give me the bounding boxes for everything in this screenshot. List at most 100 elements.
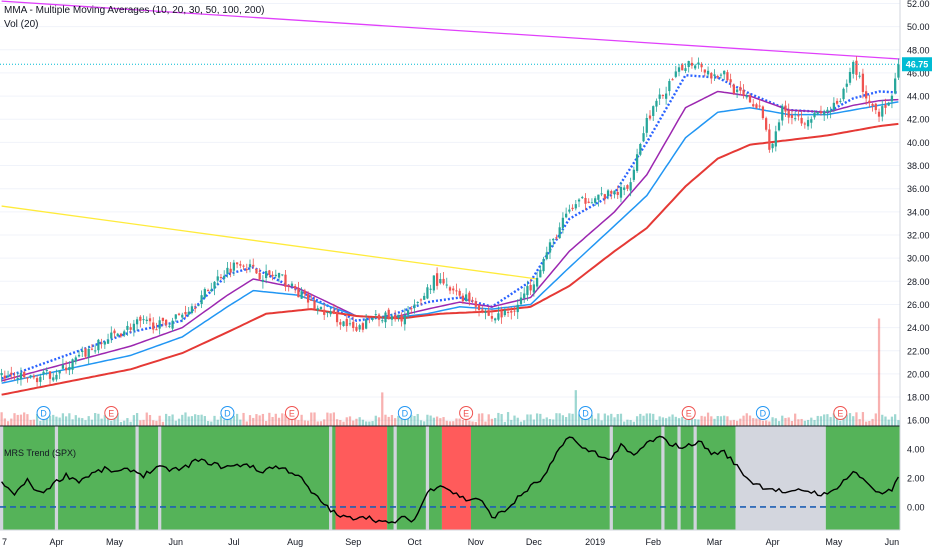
candle bbox=[781, 103, 784, 126]
candle-body bbox=[539, 269, 542, 278]
candle bbox=[487, 306, 490, 317]
candle-body bbox=[874, 103, 877, 111]
candle bbox=[213, 281, 216, 296]
candle bbox=[648, 110, 652, 121]
event-marker-circle bbox=[397, 406, 412, 420]
candle bbox=[613, 190, 616, 199]
candle bbox=[719, 73, 723, 79]
volume-bar bbox=[106, 413, 110, 426]
candle bbox=[348, 318, 352, 327]
volume-bar bbox=[300, 414, 303, 426]
volume-bar bbox=[726, 416, 729, 426]
candle bbox=[255, 268, 258, 275]
volume-bar bbox=[277, 417, 281, 426]
candle-body bbox=[861, 73, 865, 92]
candle bbox=[365, 313, 368, 330]
volume-bar bbox=[461, 419, 465, 426]
candle-body bbox=[313, 300, 316, 309]
candle bbox=[277, 272, 281, 283]
trend-pane-label[interactable]: MRS Trend (SPX) bbox=[4, 448, 77, 458]
candle bbox=[110, 326, 113, 343]
candle bbox=[84, 347, 87, 359]
candle-body bbox=[497, 313, 500, 320]
candle-body bbox=[310, 299, 313, 301]
volume-bar bbox=[145, 412, 148, 426]
candle bbox=[881, 99, 884, 122]
candle-body bbox=[155, 329, 158, 331]
candle bbox=[748, 93, 752, 103]
candle-body bbox=[297, 288, 300, 298]
candle-body bbox=[139, 316, 142, 321]
event-marker-label: E bbox=[837, 409, 843, 419]
candle-body bbox=[877, 111, 881, 117]
volume-bar bbox=[671, 414, 674, 426]
candle-body bbox=[677, 67, 681, 72]
candle-body bbox=[197, 305, 200, 307]
candle-body bbox=[52, 377, 55, 381]
candle bbox=[623, 185, 626, 196]
volume-bar bbox=[294, 413, 297, 426]
price-tick-label: 22.00 bbox=[907, 346, 930, 356]
candle bbox=[723, 70, 726, 81]
candle-body bbox=[732, 84, 735, 94]
candle bbox=[161, 317, 165, 327]
candle-body bbox=[374, 314, 377, 316]
candle-body bbox=[629, 182, 632, 191]
volume-bar bbox=[597, 413, 600, 426]
candle-body bbox=[203, 289, 206, 298]
candle-body bbox=[616, 192, 619, 195]
candle bbox=[42, 368, 45, 380]
candle bbox=[606, 189, 610, 200]
candle bbox=[458, 288, 461, 298]
volume-bar bbox=[129, 421, 132, 426]
candle bbox=[668, 78, 671, 96]
volume-bar bbox=[119, 421, 123, 426]
candle-body bbox=[523, 293, 526, 299]
candle bbox=[461, 293, 465, 304]
candle-body bbox=[610, 191, 613, 194]
candle-body bbox=[394, 314, 397, 320]
candle bbox=[455, 283, 458, 296]
candle-body bbox=[239, 264, 242, 266]
candle-body bbox=[90, 348, 94, 350]
candle-body bbox=[352, 321, 355, 329]
candle-body bbox=[213, 281, 216, 289]
volume-bar bbox=[235, 413, 239, 426]
candle-body bbox=[377, 314, 381, 320]
mma-indicator-label[interactable]: MMA - Multiple Moving Averages (10, 20, … bbox=[4, 5, 265, 16]
candle-body bbox=[590, 202, 594, 204]
candle-body bbox=[306, 294, 310, 303]
volume-bar bbox=[468, 420, 471, 426]
candle bbox=[729, 73, 732, 88]
volume-bar bbox=[603, 413, 606, 426]
candle-body bbox=[106, 339, 110, 344]
candle bbox=[274, 269, 277, 279]
candle bbox=[526, 280, 529, 301]
candle-body bbox=[881, 106, 884, 117]
candle bbox=[216, 269, 219, 286]
volume-bar bbox=[516, 417, 519, 426]
time-tick-label: Oct bbox=[408, 537, 423, 547]
candle bbox=[387, 307, 390, 320]
candle-body bbox=[261, 279, 265, 282]
volume-indicator-label[interactable]: Vol (20) bbox=[4, 19, 39, 30]
volume-bar bbox=[445, 420, 448, 426]
candle bbox=[23, 370, 26, 379]
candle bbox=[639, 142, 642, 157]
volume-bar bbox=[458, 418, 461, 426]
candle-body bbox=[287, 284, 290, 286]
candle bbox=[81, 346, 84, 358]
candle-body bbox=[181, 314, 184, 318]
event-marker-circle bbox=[220, 406, 235, 420]
candle-body bbox=[0, 372, 3, 376]
volume-bar bbox=[748, 415, 752, 426]
volume-bar bbox=[323, 419, 326, 426]
volume-bar bbox=[232, 415, 235, 426]
candle-body bbox=[113, 330, 116, 334]
candle-body bbox=[219, 277, 223, 279]
candle bbox=[632, 166, 635, 182]
candle-body bbox=[626, 185, 629, 189]
volume-bar bbox=[848, 413, 852, 426]
